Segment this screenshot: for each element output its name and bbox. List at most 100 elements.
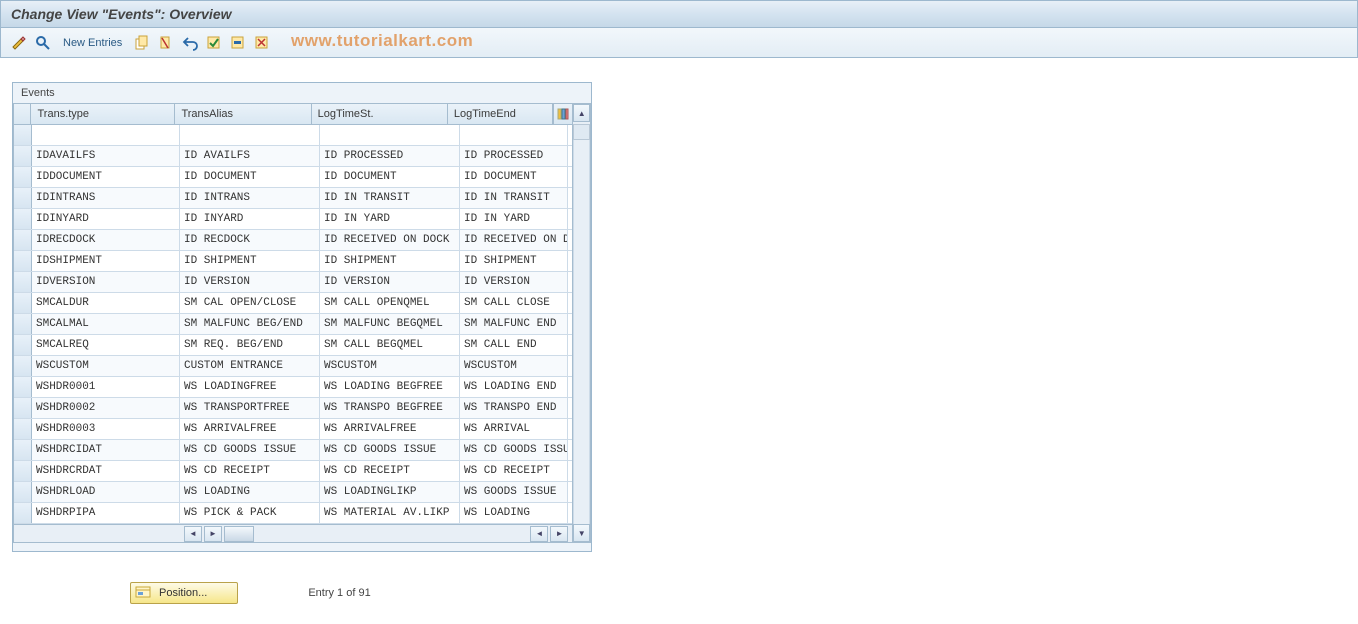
deselect-all-icon[interactable]: [252, 33, 272, 53]
new-entries-button[interactable]: New Entries: [63, 37, 122, 49]
cell-transalias[interactable]: ID SHIPMENT: [180, 251, 320, 271]
cell-logtimeend[interactable]: WS GOODS ISSUE: [460, 482, 568, 502]
cell-transtype[interactable]: IDVERSION: [32, 272, 180, 292]
delete-icon[interactable]: [156, 33, 176, 53]
cell-transalias[interactable]: ID AVAILFS: [180, 146, 320, 166]
cell-logtimeend[interactable]: WS TRANSPO END: [460, 398, 568, 418]
find-icon[interactable]: [33, 33, 53, 53]
cell-logtimest[interactable]: WS TRANSPO BEGFREE: [320, 398, 460, 418]
cell-transalias[interactable]: WS ARRIVALFREE: [180, 419, 320, 439]
row-selector[interactable]: [14, 209, 32, 229]
col-header-transtype[interactable]: Trans.type: [31, 104, 175, 124]
cell-logtimeend[interactable]: [460, 125, 568, 145]
cell-transtype[interactable]: [32, 125, 180, 145]
cell-transtype[interactable]: WSHDRLOAD: [32, 482, 180, 502]
cell-logtimeend[interactable]: WS LOADING: [460, 503, 568, 523]
cell-transtype[interactable]: IDRECDOCK: [32, 230, 180, 250]
vscroll-handle-top[interactable]: [573, 124, 590, 140]
cell-logtimeend[interactable]: SM CALL CLOSE: [460, 293, 568, 313]
cell-logtimest[interactable]: ID VERSION: [320, 272, 460, 292]
cell-logtimeend[interactable]: ID SHIPMENT: [460, 251, 568, 271]
row-selector[interactable]: [14, 272, 32, 292]
cell-logtimest[interactable]: ID IN YARD: [320, 209, 460, 229]
cell-transtype[interactable]: IDDOCUMENT: [32, 167, 180, 187]
row-selector[interactable]: [14, 230, 32, 250]
cell-logtimeend[interactable]: ID RECEIVED ON D: [460, 230, 568, 250]
cell-logtimeend[interactable]: SM CALL END: [460, 335, 568, 355]
row-selector[interactable]: [14, 461, 32, 481]
cell-transalias[interactable]: WS TRANSPORTFREE: [180, 398, 320, 418]
row-selector[interactable]: [14, 356, 32, 376]
cell-transalias[interactable]: ID INYARD: [180, 209, 320, 229]
row-selector[interactable]: [14, 377, 32, 397]
cell-transtype[interactable]: SMCALREQ: [32, 335, 180, 355]
cell-transtype[interactable]: WSHDR0003: [32, 419, 180, 439]
cell-logtimest[interactable]: ID DOCUMENT: [320, 167, 460, 187]
hscroll-left-icon[interactable]: ◄: [184, 526, 202, 542]
row-selector[interactable]: [14, 503, 32, 523]
col-header-transalias[interactable]: TransAlias: [175, 104, 311, 124]
cell-logtimest[interactable]: WS LOADING BEGFREE: [320, 377, 460, 397]
cell-logtimest[interactable]: SM CALL BEGQMEL: [320, 335, 460, 355]
cell-logtimeend[interactable]: WS CD RECEIPT: [460, 461, 568, 481]
select-all-icon[interactable]: [204, 33, 224, 53]
cell-logtimest[interactable]: ID RECEIVED ON DOCK: [320, 230, 460, 250]
position-button[interactable]: Position...: [130, 582, 238, 604]
cell-logtimest[interactable]: ID IN TRANSIT: [320, 188, 460, 208]
cell-logtimeend[interactable]: WS LOADING END: [460, 377, 568, 397]
cell-transalias[interactable]: ID VERSION: [180, 272, 320, 292]
cell-logtimest[interactable]: WS CD GOODS ISSUE: [320, 440, 460, 460]
cell-transalias[interactable]: WS CD RECEIPT: [180, 461, 320, 481]
cell-logtimest[interactable]: SM MALFUNC BEGQMEL: [320, 314, 460, 334]
cell-logtimeend[interactable]: ID DOCUMENT: [460, 167, 568, 187]
cell-logtimest[interactable]: WS CD RECEIPT: [320, 461, 460, 481]
cell-logtimeend[interactable]: WS ARRIVAL: [460, 419, 568, 439]
cell-transalias[interactable]: ID RECDOCK: [180, 230, 320, 250]
cell-transalias[interactable]: CUSTOM ENTRANCE: [180, 356, 320, 376]
cell-transtype[interactable]: WSHDR0001: [32, 377, 180, 397]
cell-transtype[interactable]: WSCUSTOM: [32, 356, 180, 376]
row-selector[interactable]: [14, 146, 32, 166]
cell-logtimest[interactable]: [320, 125, 460, 145]
cell-transtype[interactable]: WSHDRPIPA: [32, 503, 180, 523]
cell-logtimest[interactable]: SM CALL OPENQMEL: [320, 293, 460, 313]
cell-logtimeend[interactable]: WSCUSTOM: [460, 356, 568, 376]
cell-transtype[interactable]: IDINYARD: [32, 209, 180, 229]
toggle-display-change-icon[interactable]: [9, 33, 29, 53]
row-selector[interactable]: [14, 167, 32, 187]
cell-logtimest[interactable]: ID PROCESSED: [320, 146, 460, 166]
cell-logtimest[interactable]: ID SHIPMENT: [320, 251, 460, 271]
cell-transtype[interactable]: IDAVAILFS: [32, 146, 180, 166]
cell-transalias[interactable]: WS PICK & PACK: [180, 503, 320, 523]
cell-logtimeend[interactable]: ID IN TRANSIT: [460, 188, 568, 208]
hscroll-right1-icon[interactable]: ►: [204, 526, 222, 542]
row-selector[interactable]: [14, 398, 32, 418]
row-selector-header[interactable]: [14, 104, 31, 124]
cell-transtype[interactable]: SMCALDUR: [32, 293, 180, 313]
vscroll-track[interactable]: [573, 140, 590, 524]
cell-transalias[interactable]: WS LOADINGFREE: [180, 377, 320, 397]
cell-transalias[interactable]: WS LOADING: [180, 482, 320, 502]
row-selector[interactable]: [14, 125, 32, 145]
cell-transalias[interactable]: WS CD GOODS ISSUE: [180, 440, 320, 460]
cell-logtimeend[interactable]: SM MALFUNC END: [460, 314, 568, 334]
cell-transtype[interactable]: IDINTRANS: [32, 188, 180, 208]
cell-logtimeend[interactable]: ID IN YARD: [460, 209, 568, 229]
hscroll-left2-icon[interactable]: ◄: [530, 526, 548, 542]
row-selector[interactable]: [14, 314, 32, 334]
cell-logtimeend[interactable]: ID PROCESSED: [460, 146, 568, 166]
configure-columns-icon[interactable]: [553, 104, 572, 124]
hscroll-handle[interactable]: [224, 526, 254, 542]
cell-transtype[interactable]: WSHDRCRDAT: [32, 461, 180, 481]
cell-logtimest[interactable]: WS MATERIAL AV.LIKP: [320, 503, 460, 523]
vscroll-down-icon[interactable]: ▼: [573, 524, 590, 542]
row-selector[interactable]: [14, 188, 32, 208]
row-selector[interactable]: [14, 440, 32, 460]
cell-transtype[interactable]: SMCALMAL: [32, 314, 180, 334]
copy-as-icon[interactable]: [132, 33, 152, 53]
cell-transalias[interactable]: [180, 125, 320, 145]
cell-logtimest[interactable]: WSCUSTOM: [320, 356, 460, 376]
cell-transalias[interactable]: SM MALFUNC BEG/END: [180, 314, 320, 334]
cell-logtimeend[interactable]: WS CD GOODS ISSU: [460, 440, 568, 460]
row-selector[interactable]: [14, 482, 32, 502]
